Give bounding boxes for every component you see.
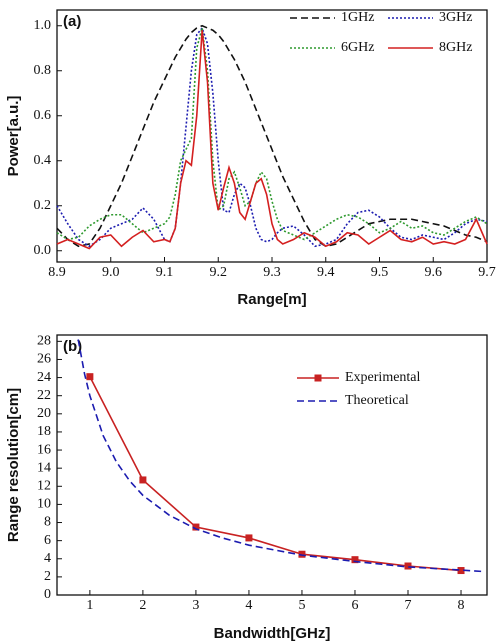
y-axis-label: Power[a.u.] bbox=[5, 96, 22, 177]
y-tick-label: 6 bbox=[44, 533, 51, 548]
x-tick-label: 4 bbox=[245, 598, 252, 613]
x-tick-label: 9.3 bbox=[263, 265, 281, 280]
y-axis-label: Range resolution[cm] bbox=[5, 388, 22, 542]
y-tick-label: 0.6 bbox=[34, 108, 52, 123]
x-tick-label: 2 bbox=[139, 598, 146, 613]
legend-label: 8GHz bbox=[439, 40, 472, 55]
legend-label: 1GHz bbox=[341, 10, 374, 25]
y-tick-label: 24 bbox=[37, 370, 51, 385]
x-tick-label: 8.9 bbox=[48, 265, 66, 280]
y-tick-label: 0.8 bbox=[34, 63, 52, 78]
series-line bbox=[77, 339, 483, 573]
data-marker bbox=[139, 476, 147, 484]
y-tick-label: 20 bbox=[37, 406, 51, 421]
y-tick-label: 22 bbox=[37, 388, 51, 403]
legend-label: 3GHz bbox=[439, 10, 472, 25]
series-line bbox=[56, 24, 488, 248]
data-marker bbox=[298, 550, 306, 558]
y-tick-label: 8 bbox=[44, 515, 51, 530]
x-tick-label: 8 bbox=[458, 598, 465, 613]
data-marker bbox=[86, 373, 94, 381]
y-tick-label: 0 bbox=[44, 587, 51, 602]
data-marker bbox=[404, 562, 412, 570]
legend-label: Theoretical bbox=[345, 393, 409, 408]
x-tick-label: 9.6 bbox=[425, 265, 443, 280]
data-marker bbox=[457, 567, 465, 575]
x-tick-label: 9.5 bbox=[371, 265, 389, 280]
x-tick-label: 9.4 bbox=[317, 265, 335, 280]
x-axis-label: Range[m] bbox=[237, 291, 306, 308]
y-tick-label: 10 bbox=[37, 497, 51, 512]
y-tick-label: 2 bbox=[44, 569, 51, 584]
y-tick-label: 18 bbox=[37, 424, 51, 439]
y-tick-label: 0.0 bbox=[34, 243, 52, 258]
x-tick-label: 1 bbox=[86, 598, 93, 613]
y-tick-label: 26 bbox=[37, 352, 51, 367]
y-tick-label: 0.4 bbox=[34, 153, 52, 168]
y-tick-label: 4 bbox=[44, 551, 51, 566]
y-tick-label: 1.0 bbox=[34, 18, 52, 33]
y-tick-label: 0.2 bbox=[34, 198, 52, 213]
x-tick-label: 9.7 bbox=[478, 265, 496, 280]
x-tick-label: 9.0 bbox=[102, 265, 120, 280]
y-tick-label: 28 bbox=[37, 334, 51, 349]
y-tick-label: 16 bbox=[37, 442, 51, 457]
x-tick-label: 9.1 bbox=[156, 265, 174, 280]
series-line bbox=[56, 27, 488, 241]
x-tick-label: 9.2 bbox=[210, 265, 228, 280]
legend-label: Experimental bbox=[345, 370, 421, 385]
series-line bbox=[56, 26, 488, 248]
x-tick-label: 5 bbox=[298, 598, 305, 613]
x-tick-label: 6 bbox=[351, 598, 358, 613]
panel-label: (b) bbox=[63, 338, 82, 355]
data-marker bbox=[245, 534, 253, 542]
x-tick-label: 3 bbox=[192, 598, 199, 613]
y-tick-label: 12 bbox=[37, 479, 51, 494]
series-line bbox=[56, 30, 488, 250]
panel-label: (a) bbox=[63, 13, 81, 30]
data-marker bbox=[192, 523, 200, 531]
data-marker bbox=[351, 556, 359, 564]
series-line bbox=[89, 376, 462, 572]
x-tick-label: 7 bbox=[404, 598, 411, 613]
legend-label: 6GHz bbox=[341, 40, 374, 55]
legend-marker bbox=[314, 374, 322, 382]
y-tick-label: 14 bbox=[37, 460, 51, 475]
plot-frame bbox=[56, 334, 488, 596]
x-axis-label: Bandwidth[GHz] bbox=[214, 625, 331, 642]
